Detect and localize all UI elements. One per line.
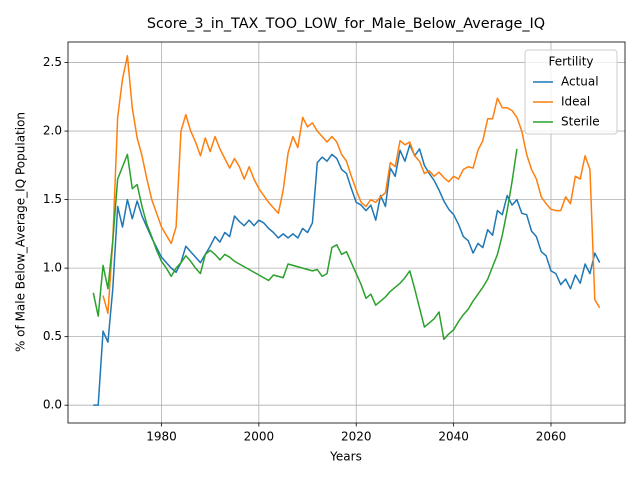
y-tick-label: 1.5	[43, 192, 62, 206]
line-actual	[93, 144, 601, 406]
x-tick-label: 2000	[244, 430, 275, 444]
legend-label: Ideal	[561, 95, 590, 109]
y-tick-label: 2.0	[43, 124, 62, 138]
y-tick-label: 1.0	[43, 261, 62, 275]
legend-label: Actual	[561, 75, 599, 89]
y-tick-label: 0.5	[43, 329, 62, 343]
legend-title: Fertility	[548, 55, 593, 69]
chart-title: Score_3_in_TAX_TOO_LOW_for_Male_Below_Av…	[147, 16, 545, 32]
axes-frame	[67, 41, 626, 424]
line-sterile	[92, 148, 518, 341]
y-tick-label: 0.0	[43, 398, 62, 412]
x-tick-label: 2040	[438, 430, 469, 444]
x-tick-label: 1980	[146, 430, 177, 444]
legend-box	[524, 49, 618, 135]
legend-label: Sterile	[561, 115, 600, 129]
y-axis-label: % of Male Below_Average_IQ Population	[14, 112, 28, 352]
x-tick-label: 2060	[536, 430, 567, 444]
x-axis-label: Years	[329, 450, 362, 464]
y-tick-label: 2.5	[43, 55, 62, 69]
line-ideal	[102, 54, 601, 315]
x-tick-label: 2020	[341, 430, 372, 444]
